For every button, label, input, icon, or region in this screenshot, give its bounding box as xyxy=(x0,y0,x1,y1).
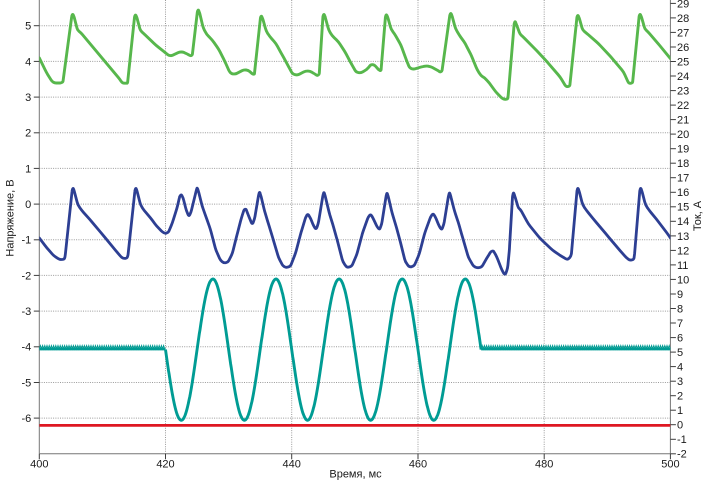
svg-text:Время, мс: Время, мс xyxy=(329,469,382,481)
svg-text:29: 29 xyxy=(677,0,689,10)
svg-text:19: 19 xyxy=(677,144,689,156)
svg-text:25: 25 xyxy=(677,56,689,68)
svg-text:5: 5 xyxy=(677,347,683,359)
svg-text:400: 400 xyxy=(30,459,48,471)
svg-text:480: 480 xyxy=(535,459,553,471)
svg-text:16: 16 xyxy=(677,187,689,199)
svg-text:440: 440 xyxy=(283,459,301,471)
svg-text:9: 9 xyxy=(677,289,683,301)
svg-text:24: 24 xyxy=(677,71,689,83)
svg-text:22: 22 xyxy=(677,100,689,112)
svg-text:1: 1 xyxy=(25,163,31,175)
svg-text:-4: -4 xyxy=(22,342,32,354)
svg-text:3: 3 xyxy=(677,376,683,388)
svg-text:0: 0 xyxy=(25,199,31,211)
svg-text:26: 26 xyxy=(677,42,689,54)
svg-text:8: 8 xyxy=(677,303,683,315)
svg-text:13: 13 xyxy=(677,231,689,243)
svg-text:21: 21 xyxy=(677,115,689,127)
svg-text:4: 4 xyxy=(25,56,31,68)
svg-text:-1: -1 xyxy=(677,434,687,446)
svg-text:20: 20 xyxy=(677,129,689,141)
svg-text:27: 27 xyxy=(677,27,689,39)
svg-text:3: 3 xyxy=(25,92,31,104)
svg-text:12: 12 xyxy=(677,245,689,257)
svg-text:-5: -5 xyxy=(22,377,32,389)
svg-text:-3: -3 xyxy=(22,306,32,318)
svg-text:Напряжение, В: Напряжение, В xyxy=(5,179,17,256)
svg-text:10: 10 xyxy=(677,274,689,286)
svg-text:-2: -2 xyxy=(22,270,32,282)
svg-text:11: 11 xyxy=(677,260,688,272)
svg-text:5: 5 xyxy=(25,21,31,33)
svg-text:15: 15 xyxy=(677,202,689,214)
svg-text:23: 23 xyxy=(677,86,689,98)
svg-text:17: 17 xyxy=(677,173,689,185)
svg-text:-2: -2 xyxy=(677,449,687,461)
svg-text:-1: -1 xyxy=(22,235,32,247)
svg-text:14: 14 xyxy=(677,216,689,228)
svg-text:Ток, А: Ток, А xyxy=(692,200,704,231)
svg-text:6: 6 xyxy=(677,333,683,345)
svg-text:0: 0 xyxy=(677,420,683,432)
svg-text:2: 2 xyxy=(677,391,683,403)
svg-text:500: 500 xyxy=(661,459,679,471)
svg-text:28: 28 xyxy=(677,13,689,25)
svg-text:2: 2 xyxy=(25,128,31,140)
svg-text:4: 4 xyxy=(677,362,683,374)
svg-text:18: 18 xyxy=(677,158,689,170)
svg-text:-6: -6 xyxy=(22,413,32,425)
svg-text:1: 1 xyxy=(677,405,683,417)
svg-text:460: 460 xyxy=(409,459,427,471)
svg-text:420: 420 xyxy=(156,459,174,471)
svg-text:7: 7 xyxy=(677,318,683,330)
